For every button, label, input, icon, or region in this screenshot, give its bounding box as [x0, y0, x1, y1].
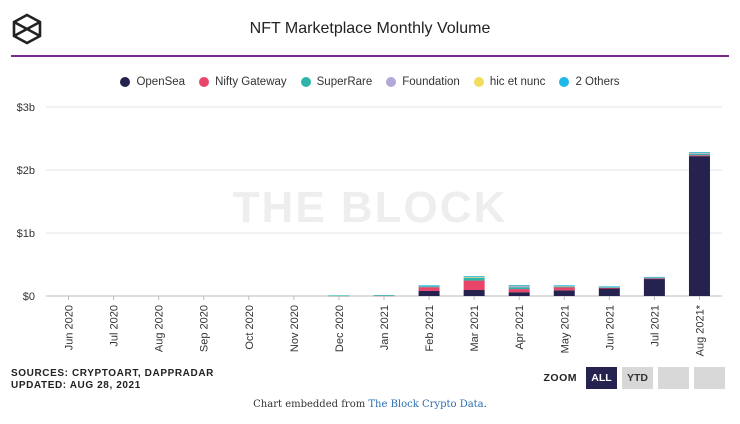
- x-tick-label: Jan 2021: [379, 305, 391, 350]
- bar-segment: [553, 285, 575, 287]
- legend-item[interactable]: OpenSea: [120, 76, 185, 88]
- bar-segment: [688, 152, 710, 154]
- x-tick-label: Feb 2021: [424, 305, 436, 351]
- bar-segment: [688, 156, 710, 296]
- bar-segment: [598, 288, 620, 296]
- footer-prefix: Chart embedded from: [253, 399, 369, 410]
- legend-marker-icon: [120, 77, 131, 87]
- zoom-all-button[interactable]: ALL: [586, 367, 617, 389]
- bar-segment: [418, 285, 440, 287]
- bar-segment: [553, 286, 575, 288]
- y-tick-label: $0: [23, 291, 35, 303]
- x-tick-label: Jul 2020: [109, 305, 121, 347]
- bar-segment: [373, 295, 395, 296]
- x-tick-label: Apr 2021: [514, 305, 526, 350]
- x-tick-label: Jun 2021: [604, 305, 616, 350]
- the-block-logo-icon: [12, 13, 42, 45]
- x-tick-label: Jul 2021: [649, 305, 661, 347]
- zoom-button-3[interactable]: [658, 367, 689, 389]
- legend-label: Foundation: [402, 76, 460, 88]
- bar-segment: [328, 295, 350, 297]
- bar-segment: [463, 276, 485, 277]
- zoom-controls: ZOOM ALL YTD: [543, 367, 725, 389]
- x-tick-label: Mar 2021: [469, 305, 481, 351]
- bar-segment: [463, 276, 485, 278]
- bar-segment: [418, 286, 440, 288]
- bar-segment: [508, 285, 530, 288]
- header: NFT Marketplace Monthly Volume: [0, 0, 740, 57]
- the-block-data-link[interactable]: The Block Crypto Data: [368, 399, 484, 410]
- x-tick-label: Sep 2020: [199, 305, 211, 352]
- bar-segment: [598, 287, 620, 289]
- y-tick-label: $3b: [17, 102, 35, 114]
- bar-segment: [508, 287, 530, 290]
- x-tick-label: Oct 2020: [244, 305, 256, 350]
- legend-marker-icon: [559, 77, 570, 87]
- zoom-button-4[interactable]: [694, 367, 725, 389]
- bar-segment: [643, 278, 665, 280]
- updated-text: UPDATED: AUG 28, 2021: [11, 380, 141, 391]
- legend-label: Nifty Gateway: [215, 76, 287, 88]
- legend-marker-icon: [473, 77, 484, 87]
- y-tick-label: $1b: [17, 228, 35, 240]
- chart-legend: OpenSea Nifty Gateway SuperRare Foundation h…: [0, 76, 740, 88]
- x-tick-label: Dec 2020: [334, 305, 346, 352]
- legend-marker-icon: [199, 77, 210, 87]
- bar-segment: [418, 287, 440, 291]
- embed-footer: Chart embedded from The Block Crypto Dat…: [0, 399, 740, 410]
- bar-segment: [463, 290, 485, 296]
- legend-marker-icon: [386, 77, 397, 87]
- legend-label: 2 Others: [575, 76, 620, 88]
- bar-segment: [463, 277, 485, 281]
- chart-title: NFT Marketplace Monthly Volume: [249, 20, 491, 37]
- watermark: THE BLOCK: [233, 183, 508, 232]
- bar-segment: [598, 286, 620, 288]
- bar-segment: [688, 153, 710, 156]
- legend-item[interactable]: Nifty Gateway: [199, 76, 287, 88]
- x-tick-label: Nov 2020: [289, 305, 301, 352]
- legend-marker-icon: [300, 77, 311, 87]
- bar-segment: [508, 289, 530, 293]
- bar-segment: [418, 290, 440, 296]
- bar-segment: [463, 280, 485, 291]
- legend-item[interactable]: 2 Others: [559, 76, 620, 88]
- x-tick-label: May 2021: [559, 305, 571, 353]
- bar-segment: [553, 290, 575, 296]
- legend-item[interactable]: hic et nunc: [473, 76, 546, 88]
- legend-label: OpenSea: [136, 76, 186, 88]
- bar-segment: [643, 276, 665, 278]
- x-tick-label: Jun 2020: [64, 305, 76, 350]
- chart-sources: SOURCES: CRYPTOART, DAPPRADAR UPDATED: A…: [11, 368, 214, 392]
- bar-segment: [553, 287, 575, 291]
- x-tick-label: Aug 2021*: [694, 304, 706, 356]
- legend-item[interactable]: SuperRare: [300, 76, 373, 88]
- footer-suffix: .: [483, 399, 487, 410]
- bar-segment: [688, 152, 710, 153]
- bar-segment: [688, 155, 710, 157]
- legend-item[interactable]: Foundation: [386, 76, 460, 88]
- legend-label: SuperRare: [316, 76, 373, 88]
- legend-label: hic et nunc: [489, 76, 546, 88]
- title-divider: [11, 55, 729, 57]
- y-tick-label: $2b: [17, 165, 35, 177]
- bar-segment: [508, 292, 530, 296]
- bar-segment: [508, 284, 530, 286]
- zoom-label: ZOOM: [543, 372, 577, 384]
- sources-text: SOURCES: CRYPTOART, DAPPRADAR: [11, 368, 214, 379]
- x-tick-label: Aug 2020: [154, 305, 166, 352]
- zoom-ytd-button[interactable]: YTD: [622, 367, 653, 389]
- bar-segment: [643, 278, 665, 296]
